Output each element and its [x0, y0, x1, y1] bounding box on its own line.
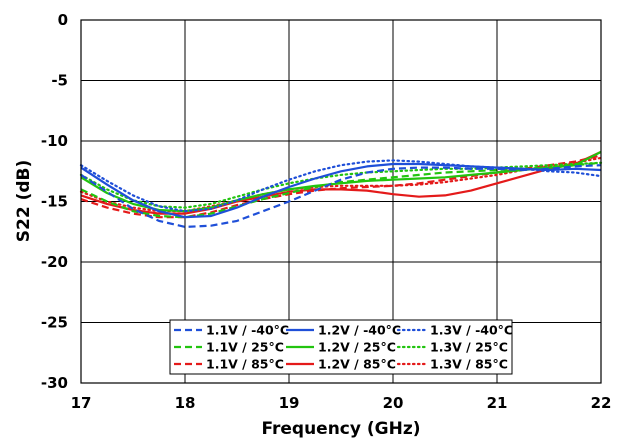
y-tick-label-2: -10 — [41, 132, 68, 150]
series-line-2 — [79, 159, 603, 213]
x-axis-title: Frequency (GHz) — [261, 419, 420, 439]
legend-label-0-0: 1.1V / -40°C — [206, 323, 289, 338]
series-line-5 — [79, 161, 603, 209]
legend-label-1-0: 1.2V / -40°C — [318, 323, 401, 338]
y-tick-labels: 0 -5 -10 -15 -20 -25 -30 — [41, 11, 68, 392]
legend-label-2-0: 1.3V / -40°C — [430, 323, 513, 338]
x-tick-label-2: 19 — [279, 394, 300, 412]
legend-label-1-2: 1.2V / 85°C — [318, 357, 396, 372]
y-tick-label-1: -5 — [51, 72, 68, 90]
series-line-4 — [80, 150, 602, 213]
legend: 1.1V / -40°C 1.1V / 25°C 1.1V / 85°C 1.2V /… — [169, 319, 513, 375]
legend-label-0-1: 1.1V / 25°C — [206, 340, 284, 355]
y-tick-label-6: -30 — [41, 374, 68, 392]
legend-label-0-2: 1.1V / 85°C — [206, 357, 284, 372]
x-tick-label-1: 18 — [175, 394, 196, 412]
legend-box — [169, 319, 513, 375]
y-tick-label-5: -25 — [41, 314, 68, 332]
plot-border — [80, 19, 602, 384]
x-tick-label-3: 20 — [383, 394, 404, 412]
y-tick-label-3: -15 — [41, 193, 68, 211]
legend-label-1-1: 1.2V / 25°C — [318, 340, 396, 355]
x-tick-label-5: 22 — [591, 394, 612, 412]
series-layer — [79, 150, 603, 228]
y-axis-title: S22 (dB) — [14, 160, 34, 243]
legend-label-2-1: 1.3V / 25°C — [430, 340, 508, 355]
y-tick-label-0: 0 — [58, 11, 68, 29]
series-line-0 — [80, 164, 602, 228]
x-tick-label-0: 17 — [71, 394, 92, 412]
y-tick-label-4: -20 — [41, 253, 68, 271]
legend-label-2-2: 1.3V / 85°C — [430, 357, 508, 372]
x-tick-label-4: 21 — [487, 394, 508, 412]
x-tick-labels: 17 18 19 20 21 22 — [71, 394, 612, 412]
